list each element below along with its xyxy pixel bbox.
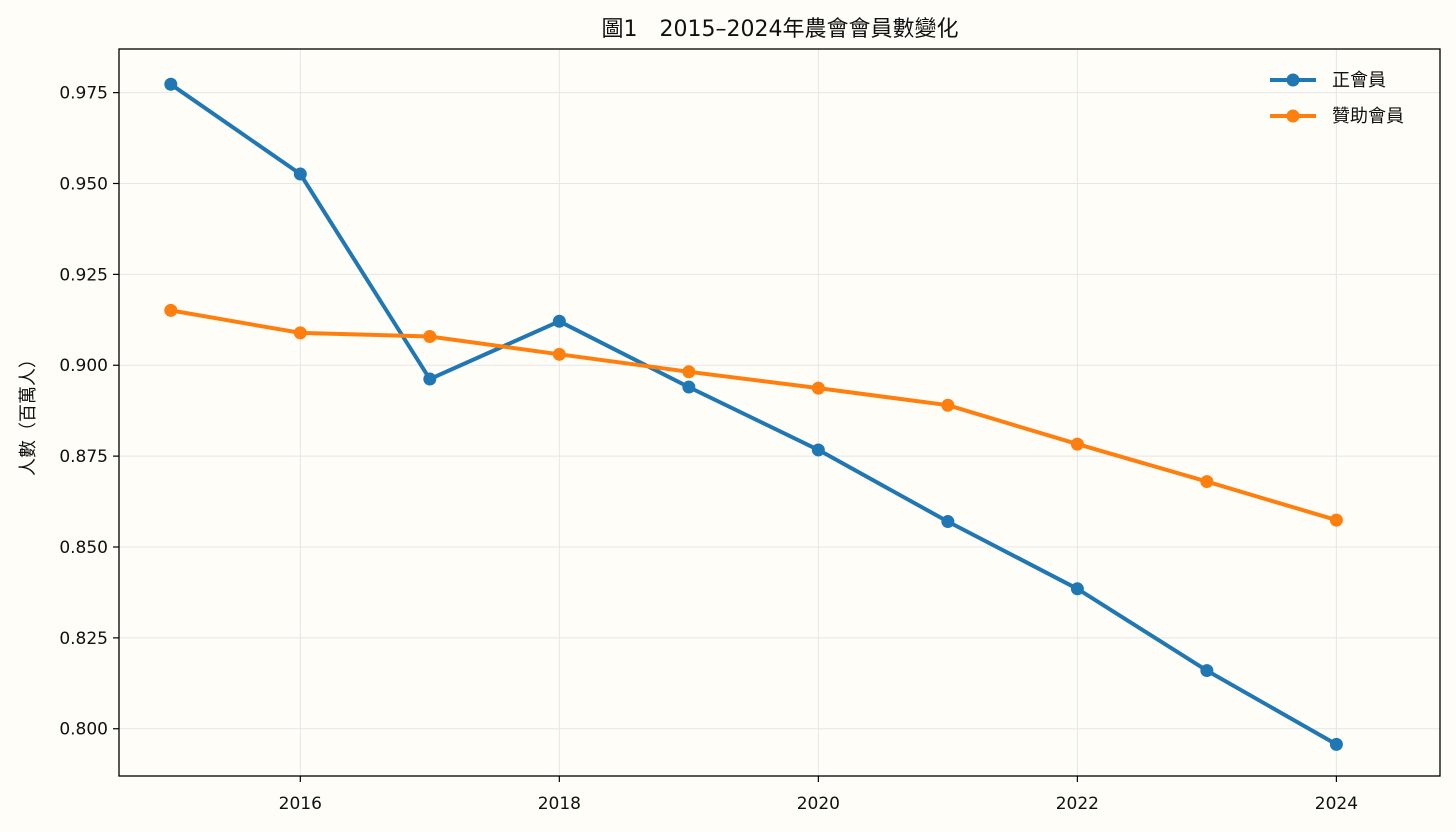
series-1-point [293,167,307,181]
series-1-point [164,77,178,91]
series-2-point [293,326,307,340]
series-2-point [811,381,825,395]
plot-frame [118,48,1441,777]
series-2-point [164,303,178,317]
series-layer [164,77,1343,751]
series-1-point [1070,582,1084,596]
x-tick-label: 2024 [1315,794,1358,814]
series-1-point [1200,664,1214,678]
ticks-layer: 2016 2018 2020 2022 2024 0.800 0.825 0.850 0.875… [59,84,1358,814]
legend-label-1: 正會員 [1332,70,1386,91]
series-2-point [423,330,437,344]
y-tick-label: 0.975 [59,84,108,104]
y-axis-label: 人數（百萬人） [18,350,39,476]
series-2-point [682,365,696,379]
series-1-point [682,380,696,394]
series-1-point [811,443,825,457]
series-1-point [941,515,955,529]
y-tick-label: 0.800 [59,720,108,740]
series-line-2 [168,308,1339,523]
y-tick-label: 0.875 [59,447,108,467]
legend-marker-2 [1286,109,1300,123]
x-tick-label: 2022 [1056,794,1099,814]
x-tick-label: 2016 [279,794,322,814]
chart-title: 圖1 2015–2024年農會會員數變化 [602,17,959,42]
series-2-point [1329,513,1343,527]
series-2-point [552,347,566,361]
series-1-point [1329,737,1343,751]
x-tick-label: 2020 [797,794,840,814]
series-2-point [941,398,955,412]
series-1-point [423,372,437,386]
y-tick-label: 0.850 [59,538,108,558]
series-2-point [1070,437,1084,451]
y-tick-label: 0.925 [59,265,108,285]
legend-label-2: 贊助會員 [1332,106,1404,127]
series-2-point [1200,475,1214,489]
series-1-point [552,314,566,328]
series-line-1 [168,82,1339,747]
x-tick-label: 2018 [538,794,581,814]
y-tick-label: 0.950 [59,174,108,194]
legend-marker-1 [1286,73,1300,87]
y-tick-label: 0.825 [59,629,108,649]
y-tick-label: 0.900 [59,356,108,376]
grid-layer [119,49,1440,776]
